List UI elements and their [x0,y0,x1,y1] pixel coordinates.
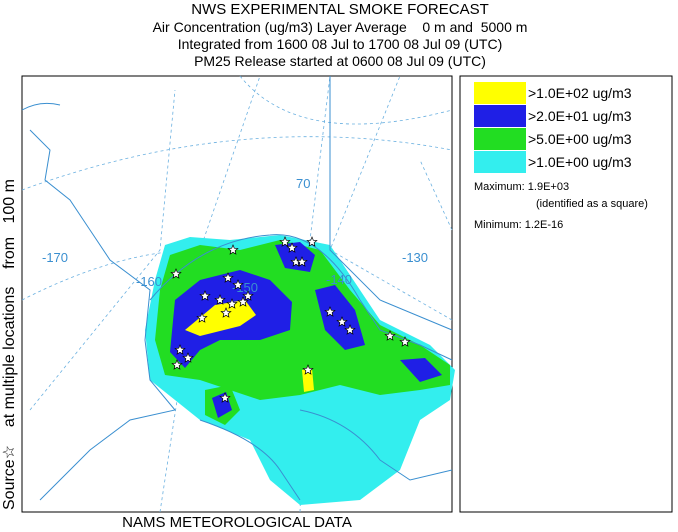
source-markers [170,236,411,403]
source-marker [232,279,244,290]
source-marker [226,298,238,309]
source-marker [196,312,208,323]
subtitle: Integrated from 1600 08 Jul to 1700 08 J… [178,36,503,52]
source-marker [324,306,336,317]
side-label: Source☆ at multiple locations from 100 m [1,179,18,510]
source-marker [399,336,411,347]
source-marker [296,256,308,267]
source-marker [220,307,232,318]
source-marker [286,242,298,253]
graticule-label: -170 [42,250,68,265]
source-marker [302,364,314,375]
coastline [21,76,453,501]
legend-label: >1.0E+00 ug/m3 [528,154,632,170]
graticule-label: -130 [402,250,428,265]
source-marker [237,296,249,307]
subtitle: PM25 Release started at 0600 08 Jul 09 (… [194,53,486,69]
source-marker [227,244,239,255]
legend-swatch [474,82,526,104]
plume-area [400,358,442,382]
source-marker [344,324,356,335]
source-marker [182,352,194,363]
legend-label: >5.0E+00 ug/m3 [528,131,632,147]
source-marker [306,236,318,247]
map: -170 -160 -150 -140 -130 70 [21,75,455,513]
source-marker [222,272,234,283]
subtitle: Air Concentration (ug/m3) Layer Average … [153,19,528,35]
source-marker [170,268,182,279]
graticule-label: 70 [296,176,310,191]
source-marker [242,290,254,301]
legend-maximum: Maximum: 1.9E+03 [474,181,569,193]
legend: Maximum: 1.9E+03 (identified as a square… [459,75,673,513]
source-marker [279,236,291,247]
graticule-label: -160 [136,274,162,289]
source-marker [336,316,348,327]
legend-note: (identified as a square) [536,198,648,210]
source-marker [219,392,231,403]
graticule-label: -140 [326,272,352,287]
plume-area [275,242,315,272]
legend-swatch [474,151,526,173]
source-marker [199,290,211,301]
footer: NAMS METEOROLOGICAL DATA [122,514,352,531]
title: NWS EXPERIMENTAL SMOKE FORECAST [191,1,489,18]
legend-label: >2.0E+01 ug/m3 [528,108,632,124]
source-marker [214,294,226,305]
legend-minimum: Minimum: 1.2E-16 [474,219,563,231]
source-marker [171,359,183,370]
legend-swatch [474,128,526,150]
source-marker [384,330,396,341]
legend-label: >1.0E+02 ug/m3 [528,85,632,101]
source-marker [174,344,186,355]
plume-area [185,300,256,336]
legend-swatch [474,105,526,127]
